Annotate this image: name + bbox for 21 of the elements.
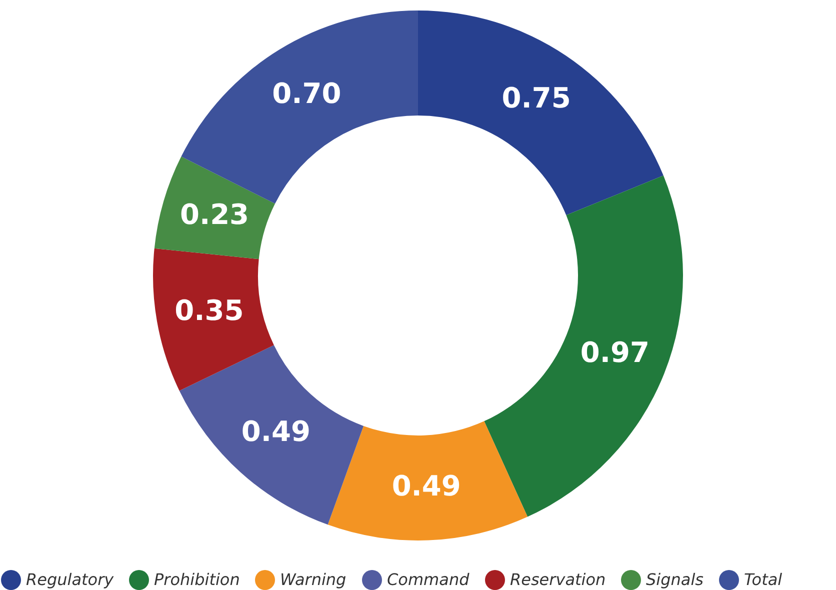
data-label: 0.49 xyxy=(241,414,311,448)
data-label: 0.35 xyxy=(174,294,244,328)
legend-label: Warning xyxy=(280,570,346,589)
donut-slice xyxy=(153,248,274,391)
data-label: 0.75 xyxy=(502,82,571,115)
donut-slice xyxy=(181,10,418,204)
legend-label: Prohibition xyxy=(154,570,240,589)
data-label: 0.23 xyxy=(180,198,250,232)
data-label: 0.70 xyxy=(272,77,342,110)
legend-label: Total xyxy=(744,570,783,589)
donut-slice xyxy=(154,156,276,260)
donut-slice xyxy=(179,345,364,525)
legend-label: Signals xyxy=(646,570,704,589)
legend-label: Regulatory xyxy=(26,570,114,589)
legend-label: Reservation xyxy=(510,570,606,589)
legend-label: Command xyxy=(387,570,470,589)
donut-slice xyxy=(418,10,664,216)
donut-slice xyxy=(484,176,683,517)
donut-slice xyxy=(328,421,528,540)
data-label: 0.49 xyxy=(392,469,461,502)
data-label: 0.97 xyxy=(580,336,650,369)
